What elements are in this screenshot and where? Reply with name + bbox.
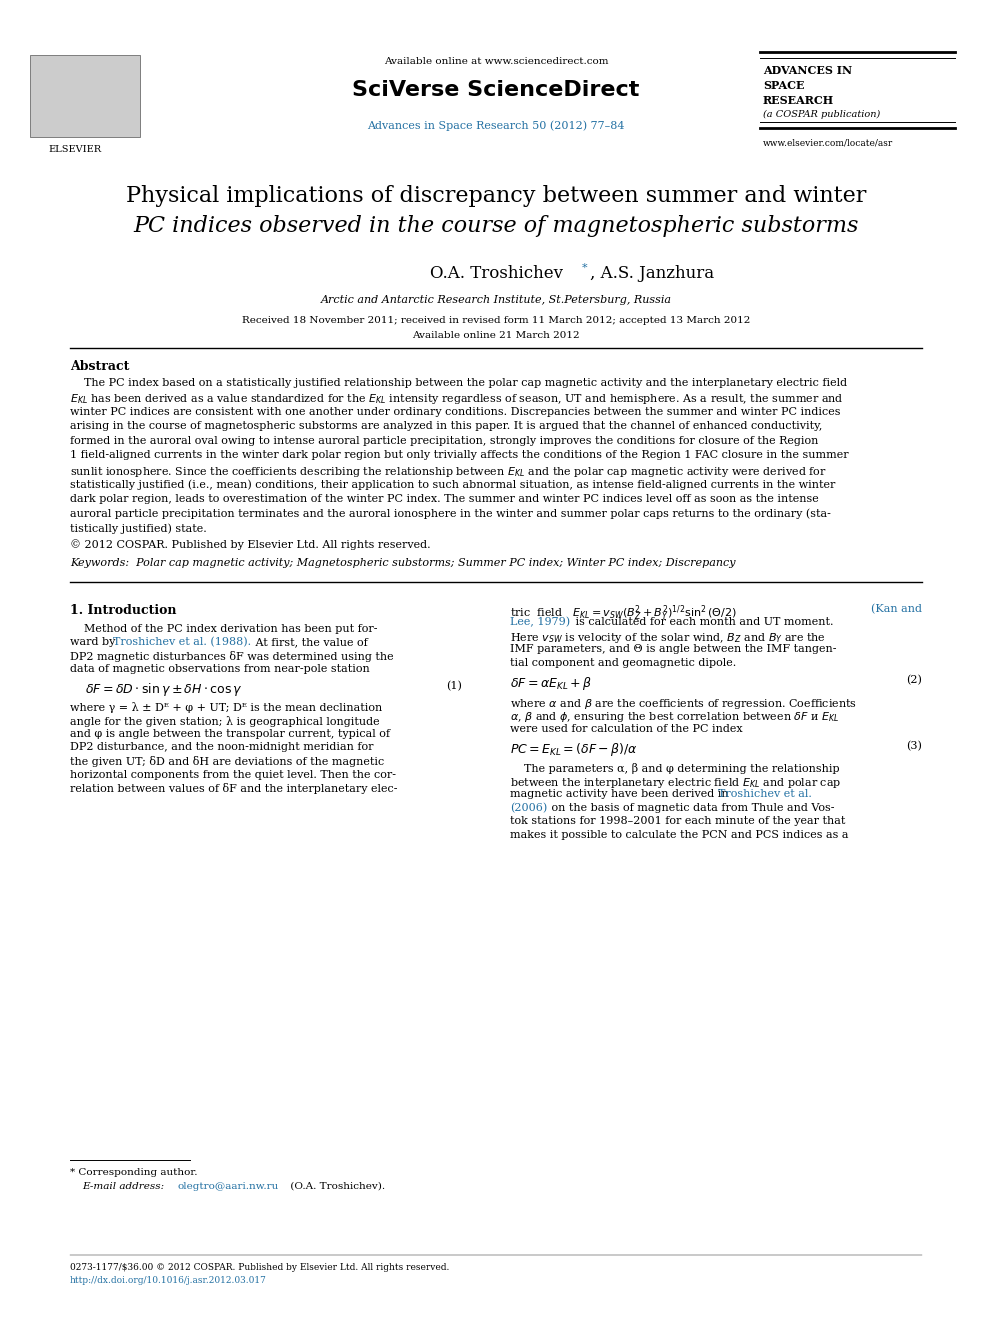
Text: ward by: ward by <box>70 636 119 647</box>
Text: tistically justified) state.: tistically justified) state. <box>70 523 206 533</box>
Text: auroral particle precipitation terminates and the auroral ionosphere in the wint: auroral particle precipitation terminate… <box>70 508 831 519</box>
Text: www.elsevier.com/locate/asr: www.elsevier.com/locate/asr <box>763 138 893 147</box>
Text: were used for calculation of the PC index: were used for calculation of the PC inde… <box>510 724 743 733</box>
Text: (2): (2) <box>906 675 922 685</box>
Text: O.A. Troshichev: O.A. Troshichev <box>430 265 562 282</box>
Text: and φ is angle between the transpolar current, typical of: and φ is angle between the transpolar cu… <box>70 729 390 740</box>
Text: $\delta F = \alpha E_{KL} + \beta$: $\delta F = \alpha E_{KL} + \beta$ <box>510 675 592 692</box>
Text: IMF parameters, and Θ is angle between the IMF tangen-: IMF parameters, and Θ is angle between t… <box>510 644 836 654</box>
Text: SPACE: SPACE <box>763 79 805 91</box>
Text: Troshichev et al. (1988).: Troshichev et al. (1988). <box>113 636 251 647</box>
Text: (1): (1) <box>446 680 462 691</box>
Text: Available online 21 March 2012: Available online 21 March 2012 <box>413 331 579 340</box>
Text: 0273-1177/$36.00 © 2012 COSPAR. Published by Elsevier Ltd. All rights reserved.: 0273-1177/$36.00 © 2012 COSPAR. Publishe… <box>70 1263 449 1271</box>
Text: the given UT; δD and δH are deviations of the magnetic: the given UT; δD and δH are deviations o… <box>70 755 384 767</box>
Text: *: * <box>582 263 587 273</box>
Text: (a COSPAR publication): (a COSPAR publication) <box>763 110 880 119</box>
Text: Method of the PC index derivation has been put for-: Method of the PC index derivation has be… <box>70 623 378 634</box>
Text: relation between values of δF and the interplanetary elec-: relation between values of δF and the in… <box>70 783 398 794</box>
Text: dark polar region, leads to overestimation of the winter PC index. The summer an: dark polar region, leads to overestimati… <box>70 493 818 504</box>
Text: (3): (3) <box>906 741 922 751</box>
Text: * Corresponding author.: * Corresponding author. <box>70 1168 197 1177</box>
Text: tric  field   $E_{KL} = v_{SW}(B_Z^2 + B_Y^2)^{1/2}\sin^2(\Theta/2)$: tric field $E_{KL} = v_{SW}(B_Z^2 + B_Y^… <box>510 603 741 623</box>
Text: statistically justified (i.e., mean) conditions, their application to such abnor: statistically justified (i.e., mean) con… <box>70 479 835 490</box>
Text: The parameters α, β and φ determining the relationship: The parameters α, β and φ determining th… <box>510 762 839 774</box>
Text: Lee, 1979): Lee, 1979) <box>510 617 570 627</box>
Text: (2006): (2006) <box>510 803 548 814</box>
Text: tial component and geomagnetic dipole.: tial component and geomagnetic dipole. <box>510 658 736 668</box>
Text: E-mail address:: E-mail address: <box>82 1181 168 1191</box>
Text: tok stations for 1998–2001 for each minute of the year that: tok stations for 1998–2001 for each minu… <box>510 816 845 827</box>
Text: The PC index based on a statistically justified relationship between the polar c: The PC index based on a statistically ju… <box>70 378 847 388</box>
Text: angle for the given station; λ is geographical longitude: angle for the given station; λ is geogra… <box>70 716 380 726</box>
Text: $\delta F = \delta D \cdot \sin\gamma \pm \delta H \cdot \cos\gamma$: $\delta F = \delta D \cdot \sin\gamma \p… <box>85 680 243 697</box>
Text: where $\alpha$ and $\beta$ are the coefficients of regression. Coefficients: where $\alpha$ and $\beta$ are the coeff… <box>510 696 857 710</box>
Text: arising in the course of magnetospheric substorms are analyzed in this paper. It: arising in the course of magnetospheric … <box>70 422 822 431</box>
Text: Advances in Space Research 50 (2012) 77–84: Advances in Space Research 50 (2012) 77–… <box>367 120 625 131</box>
Text: winter PC indices are consistent with one another under ordinary conditions. Dis: winter PC indices are consistent with on… <box>70 407 840 417</box>
Text: magnetic activity have been derived in: magnetic activity have been derived in <box>510 790 732 799</box>
Text: (O.A. Troshichev).: (O.A. Troshichev). <box>287 1181 385 1191</box>
Text: data of magnetic observations from near-pole station: data of magnetic observations from near-… <box>70 664 370 673</box>
Text: Physical implications of discrepancy between summer and winter: Physical implications of discrepancy bet… <box>126 185 866 206</box>
Text: between the interplanetary electric field $E_{KL}$ and polar cap: between the interplanetary electric fiel… <box>510 777 841 790</box>
Text: ADVANCES IN: ADVANCES IN <box>763 65 852 75</box>
Text: Keywords:  Polar cap magnetic activity; Magnetospheric substorms; Summer PC inde: Keywords: Polar cap magnetic activity; M… <box>70 557 735 568</box>
Text: Abstract: Abstract <box>70 360 129 373</box>
Text: © 2012 COSPAR. Published by Elsevier Ltd. All rights reserved.: © 2012 COSPAR. Published by Elsevier Ltd… <box>70 540 431 550</box>
Text: RESEARCH: RESEARCH <box>763 95 834 106</box>
Text: PC indices observed in the course of magnetospheric substorms: PC indices observed in the course of mag… <box>133 216 859 237</box>
Text: is calculated for each month and UT moment.: is calculated for each month and UT mome… <box>572 617 833 627</box>
Text: ELSEVIER: ELSEVIER <box>49 146 101 153</box>
Text: Available online at www.sciencedirect.com: Available online at www.sciencedirect.co… <box>384 57 608 66</box>
Bar <box>30 56 140 138</box>
Text: formed in the auroral oval owing to intense auroral particle precipitation, stro: formed in the auroral oval owing to inte… <box>70 437 818 446</box>
Text: olegtro@aari.nw.ru: olegtro@aari.nw.ru <box>177 1181 278 1191</box>
Text: where γ = λ ± Dᴱ + φ + UT; Dᴱ is the mean declination: where γ = λ ± Dᴱ + φ + UT; Dᴱ is the mea… <box>70 703 382 713</box>
Text: Arctic and Antarctic Research Institute, St.Petersburg, Russia: Arctic and Antarctic Research Institute,… <box>320 295 672 306</box>
Text: horizontal components from the quiet level. Then the cor-: horizontal components from the quiet lev… <box>70 770 396 779</box>
Text: on the basis of magnetic data from Thule and Vos-: on the basis of magnetic data from Thule… <box>548 803 834 814</box>
Text: sunlit ionosphere. Since the coefficients describing the relationship between $E: sunlit ionosphere. Since the coefficient… <box>70 464 826 479</box>
Text: (Kan and: (Kan and <box>871 603 922 614</box>
Text: , A.S. Janzhura: , A.S. Janzhura <box>590 265 714 282</box>
Text: makes it possible to calculate the PCN and PCS indices as a: makes it possible to calculate the PCN a… <box>510 830 848 840</box>
Text: Here $v_{SW}$ is velocity of the solar wind, $B_Z$ and $B_Y$ are the: Here $v_{SW}$ is velocity of the solar w… <box>510 631 826 644</box>
Text: At first, the value of: At first, the value of <box>252 636 368 647</box>
Text: Troshichev et al.: Troshichev et al. <box>718 790 811 799</box>
Text: $\alpha$, $\beta$ and $\phi$, ensuring the best correlation between $\delta F$ и: $\alpha$, $\beta$ and $\phi$, ensuring t… <box>510 710 839 724</box>
Text: $PC = E_{KL} = (\delta F - \beta)/\alpha$: $PC = E_{KL} = (\delta F - \beta)/\alpha… <box>510 741 638 758</box>
Text: SciVerse ScienceDirect: SciVerse ScienceDirect <box>352 79 640 101</box>
Text: http://dx.doi.org/10.1016/j.asr.2012.03.017: http://dx.doi.org/10.1016/j.asr.2012.03.… <box>70 1275 267 1285</box>
Text: DP2 magnetic disturbances δF was determined using the: DP2 magnetic disturbances δF was determi… <box>70 651 394 662</box>
Text: 1. Introduction: 1. Introduction <box>70 603 177 617</box>
Text: 1 field-aligned currents in the winter dark polar region but only trivially affe: 1 field-aligned currents in the winter d… <box>70 451 848 460</box>
Text: Received 18 November 2011; received in revised form 11 March 2012; accepted 13 M: Received 18 November 2011; received in r… <box>242 316 750 325</box>
Text: $E_{KL}$ has been derived as a value standardized for the $E_{KL}$ intensity reg: $E_{KL}$ has been derived as a value sta… <box>70 393 843 406</box>
Text: DP2 disturbance, and the noon-midnight meridian for: DP2 disturbance, and the noon-midnight m… <box>70 742 374 753</box>
